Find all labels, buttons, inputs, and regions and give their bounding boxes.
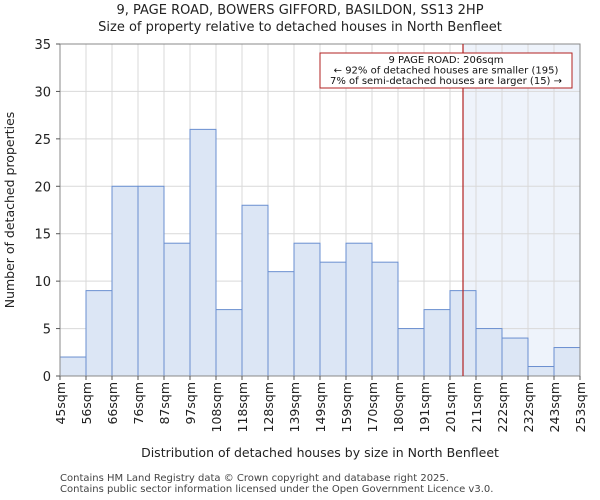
annotation-line: 9 PAGE ROAD: 206sqm (389, 55, 504, 66)
y-tick-label: 30 (34, 85, 51, 100)
x-tick-label: 128sqm (261, 382, 276, 432)
y-tick-label: 0 (43, 370, 51, 385)
x-tick-label: 149sqm (313, 382, 328, 432)
histogram-bar (163, 242, 191, 377)
y-tick-label: 5 (43, 323, 51, 338)
histogram-bar (111, 185, 139, 377)
x-tick-label: 66sqm (105, 382, 120, 425)
chart-subtitle: Size of property relative to detached ho… (98, 20, 502, 35)
histogram-bar (397, 328, 425, 377)
histogram-bar (345, 242, 373, 377)
histogram-bar (553, 347, 581, 377)
x-tick-label: 87sqm (157, 382, 172, 425)
histogram-bar (85, 290, 113, 377)
histogram-bar (527, 366, 555, 377)
histogram-bar (59, 356, 87, 377)
y-tick-label: 20 (34, 180, 51, 195)
histogram-bar (423, 309, 451, 377)
x-tick-label: 56sqm (79, 382, 94, 425)
x-tick-label: 191sqm (417, 382, 432, 432)
histogram-chart: 0 5 10 15 20 25 30 35 45sqm 56sqm 66sqm 76sqm 87sqm 9… (2, 38, 588, 460)
histogram-bar (293, 242, 321, 377)
y-tick-label: 35 (34, 38, 51, 53)
x-tick-label: 211sqm (469, 382, 484, 432)
x-tick-label: 108sqm (209, 382, 224, 432)
x-tick-label: 222sqm (495, 382, 510, 432)
histogram-bar (501, 337, 529, 377)
y-tick-label: 15 (34, 228, 51, 243)
x-axis-label: Distribution of detached houses by size … (141, 445, 499, 460)
x-tick-label: 139sqm (287, 382, 302, 432)
x-tick-label: 159sqm (339, 382, 354, 432)
histogram-bar (215, 309, 243, 377)
x-tick-label: 118sqm (235, 382, 250, 432)
y-tick-label: 25 (34, 133, 51, 148)
x-tick-label: 243sqm (547, 382, 562, 432)
x-tick-label: 180sqm (391, 382, 406, 432)
x-tick-label: 201sqm (443, 382, 458, 432)
x-tick-label: 232sqm (521, 382, 536, 432)
histogram-bar (319, 261, 347, 377)
histogram-bar (241, 204, 269, 377)
x-tick-label: 97sqm (183, 382, 198, 425)
larger-region-shade (463, 44, 580, 376)
x-tick-label: 45sqm (53, 382, 68, 425)
histogram-bar (267, 271, 295, 377)
y-axis-label: Number of detached properties (2, 112, 17, 309)
histogram-bar (475, 328, 503, 377)
annotation-line: 7% of semi-detached houses are larger (1… (330, 76, 562, 87)
annotation-box (319, 52, 573, 89)
footer-licence: Contains public sector information licen… (60, 484, 494, 495)
annotation-line: ← 92% of detached houses are smaller (19… (334, 66, 559, 77)
x-tick-label: 76sqm (131, 382, 146, 425)
histogram-bar (371, 261, 399, 377)
x-tick-label: 170sqm (365, 382, 380, 432)
y-tick-label: 10 (34, 275, 51, 290)
histogram-bar (137, 185, 165, 377)
histogram-bar (189, 128, 217, 377)
x-tick-label: 253sqm (573, 382, 588, 432)
chart-title: 9, PAGE ROAD, BOWERS GIFFORD, BASILDON, … (116, 3, 484, 18)
footer-copyright: Contains HM Land Registry data © Crown c… (60, 473, 449, 484)
